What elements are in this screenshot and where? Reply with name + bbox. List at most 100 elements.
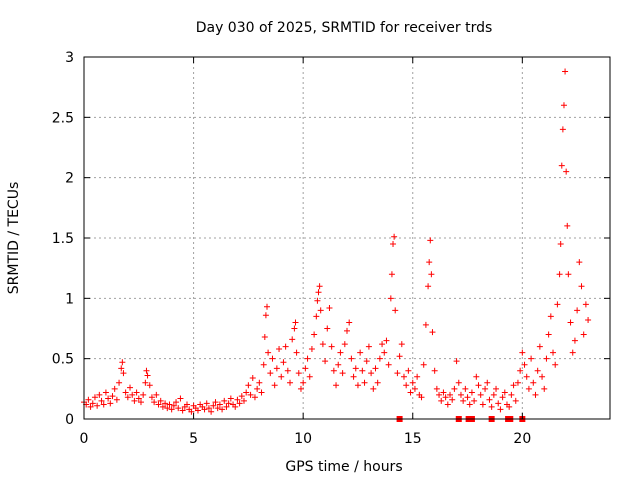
data-point	[376, 355, 383, 362]
data-point	[262, 312, 269, 319]
data-point	[96, 391, 103, 398]
data-point	[543, 355, 550, 362]
data-point	[140, 391, 147, 398]
data-point	[363, 358, 370, 365]
data-point	[381, 349, 388, 356]
data-point	[273, 365, 280, 372]
data-point	[113, 396, 120, 403]
data-point	[314, 297, 321, 304]
data-point	[221, 397, 228, 404]
x-tick-label: 20	[513, 431, 531, 447]
data-point	[442, 394, 449, 401]
data-point	[426, 259, 433, 266]
data-point	[455, 379, 462, 386]
data-point	[89, 400, 96, 407]
data-point	[552, 361, 559, 368]
data-point	[159, 403, 166, 410]
data-point	[420, 361, 427, 368]
data-point	[365, 343, 372, 350]
data-point	[210, 402, 217, 409]
data-point	[550, 349, 557, 356]
data-point	[394, 370, 401, 377]
data-point	[194, 407, 201, 414]
data-point	[243, 389, 250, 396]
data-point	[438, 397, 445, 404]
data-point	[473, 373, 480, 380]
data-point	[143, 367, 150, 374]
data-point	[341, 341, 348, 348]
data-point	[414, 373, 421, 380]
data-point	[521, 361, 528, 368]
y-tick-label: 2	[65, 171, 74, 187]
data-point	[585, 317, 592, 324]
data-point	[317, 307, 324, 314]
data-point	[557, 241, 564, 248]
data-point	[127, 384, 134, 391]
y-tick-label: 1	[65, 291, 74, 307]
data-point	[403, 382, 410, 389]
data-point	[94, 402, 101, 409]
data-point	[495, 400, 502, 407]
plot-frame	[83, 56, 611, 420]
data-point	[129, 391, 136, 398]
data-point	[282, 343, 289, 350]
data-point	[188, 408, 195, 415]
data-point	[232, 403, 239, 410]
data-point	[372, 365, 379, 372]
data-point	[300, 379, 307, 386]
axis-ticks	[83, 56, 610, 420]
data-point	[205, 405, 212, 412]
data-point	[580, 331, 587, 338]
data-point	[383, 337, 390, 344]
data-point	[493, 385, 500, 392]
data-point	[354, 382, 361, 389]
data-point	[302, 365, 309, 372]
data-point	[559, 126, 566, 133]
data-point	[409, 379, 416, 386]
data-point	[223, 403, 230, 410]
data-point	[427, 237, 434, 244]
data-point	[528, 355, 535, 362]
data-point	[256, 379, 263, 386]
data-point	[449, 396, 456, 403]
data-point	[173, 399, 180, 406]
data-point	[271, 382, 278, 389]
data-point	[122, 389, 129, 396]
data-point	[109, 393, 116, 400]
data-point	[153, 391, 160, 398]
data-point	[411, 385, 418, 392]
data-point	[234, 396, 241, 403]
data-point	[490, 391, 497, 398]
data-point	[444, 401, 451, 408]
data-point	[510, 382, 517, 389]
data-point	[227, 395, 234, 402]
data-point	[238, 393, 245, 400]
data-point	[554, 301, 561, 308]
data-point	[560, 102, 567, 109]
data-point	[429, 329, 436, 336]
data-point	[541, 385, 548, 392]
data-point	[482, 385, 489, 392]
data-point	[131, 397, 138, 404]
data-point	[276, 346, 283, 353]
data-point	[453, 358, 460, 365]
x-axis-label: GPS time / hours	[285, 459, 402, 475]
data-point	[512, 397, 519, 404]
data-point	[436, 391, 443, 398]
data-point	[164, 405, 171, 412]
data-point	[330, 367, 337, 374]
data-point	[184, 401, 191, 408]
data-point	[388, 271, 395, 278]
data-point	[567, 319, 574, 326]
data-point	[212, 399, 219, 406]
data-point	[102, 389, 109, 396]
data-point	[261, 333, 268, 340]
data-point	[269, 355, 276, 362]
data-point	[287, 379, 294, 386]
data-point	[335, 361, 342, 368]
data-point	[316, 283, 323, 290]
data-point	[166, 401, 173, 408]
data-point	[370, 385, 377, 392]
data-point	[236, 400, 243, 407]
data-point	[306, 373, 313, 380]
